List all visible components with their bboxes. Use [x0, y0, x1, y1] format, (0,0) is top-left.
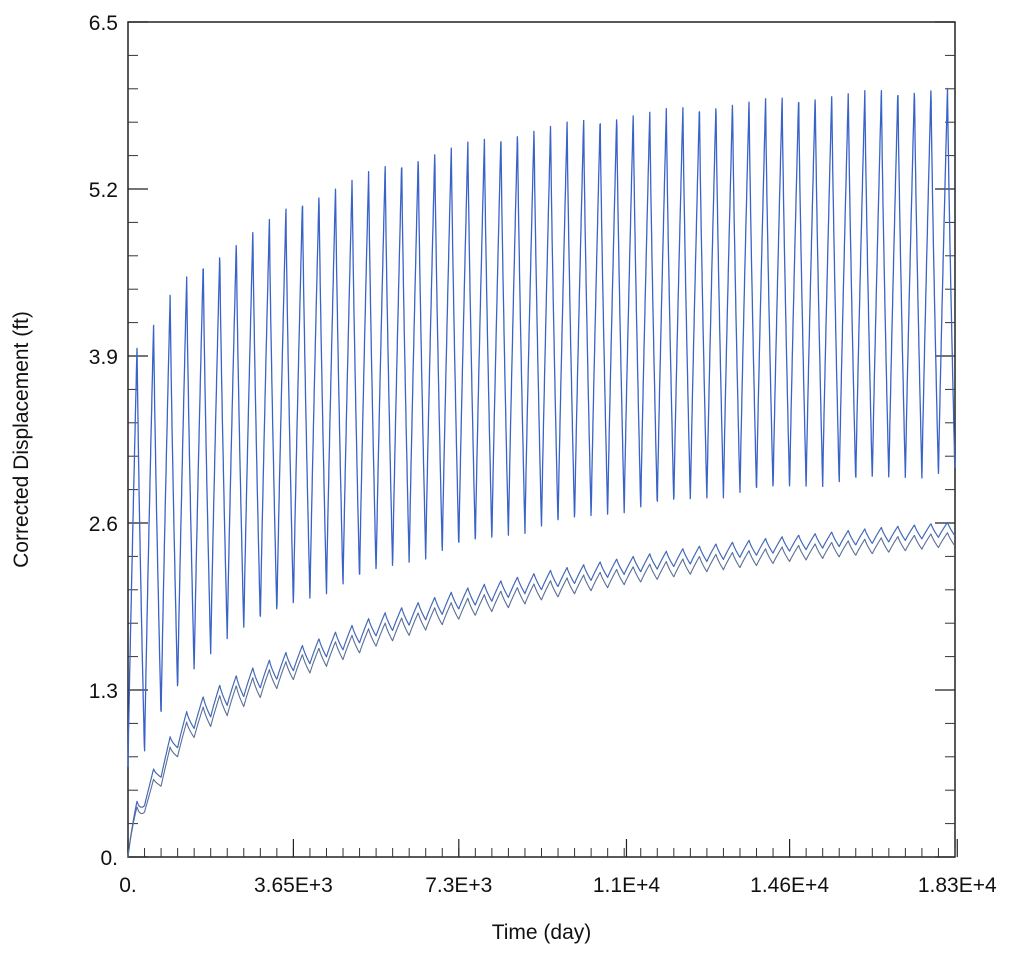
y-tick-label: 6.5: [89, 12, 118, 35]
x-tick-label: 1.83E+4: [918, 874, 997, 897]
y-tick-label: 1.3: [89, 680, 118, 703]
x-tick-label: 1.46E+4: [750, 874, 829, 897]
y-tick-label: 0.: [100, 847, 118, 870]
y-tick-labels: 0. 1.3 2.6 3.9 5.2 6.5: [89, 12, 118, 870]
series-line-1: [127, 87, 956, 768]
x-tick-label: 3.65E+3: [254, 874, 333, 897]
major-ticks: [127, 21, 958, 858]
x-axis-title: Time (day): [492, 921, 592, 944]
x-tick-label: 0.: [119, 874, 137, 897]
series-group: [127, 87, 956, 858]
x-tick-label: 1.1E+4: [593, 874, 660, 897]
y-tick-label: 3.9: [89, 346, 118, 369]
y-tick-label: 2.6: [89, 513, 118, 536]
series-line-2: [127, 521, 956, 858]
series-line-3: [127, 532, 956, 858]
x-tick-label: 7.3E+3: [425, 874, 492, 897]
y-tick-label: 5.2: [89, 179, 118, 202]
x-tick-labels: 0. 3.65E+3 7.3E+3 1.1E+4 1.46E+4 1.83E+4: [119, 874, 997, 897]
y-axis-title: Corrected Displacement (ft): [10, 311, 33, 568]
